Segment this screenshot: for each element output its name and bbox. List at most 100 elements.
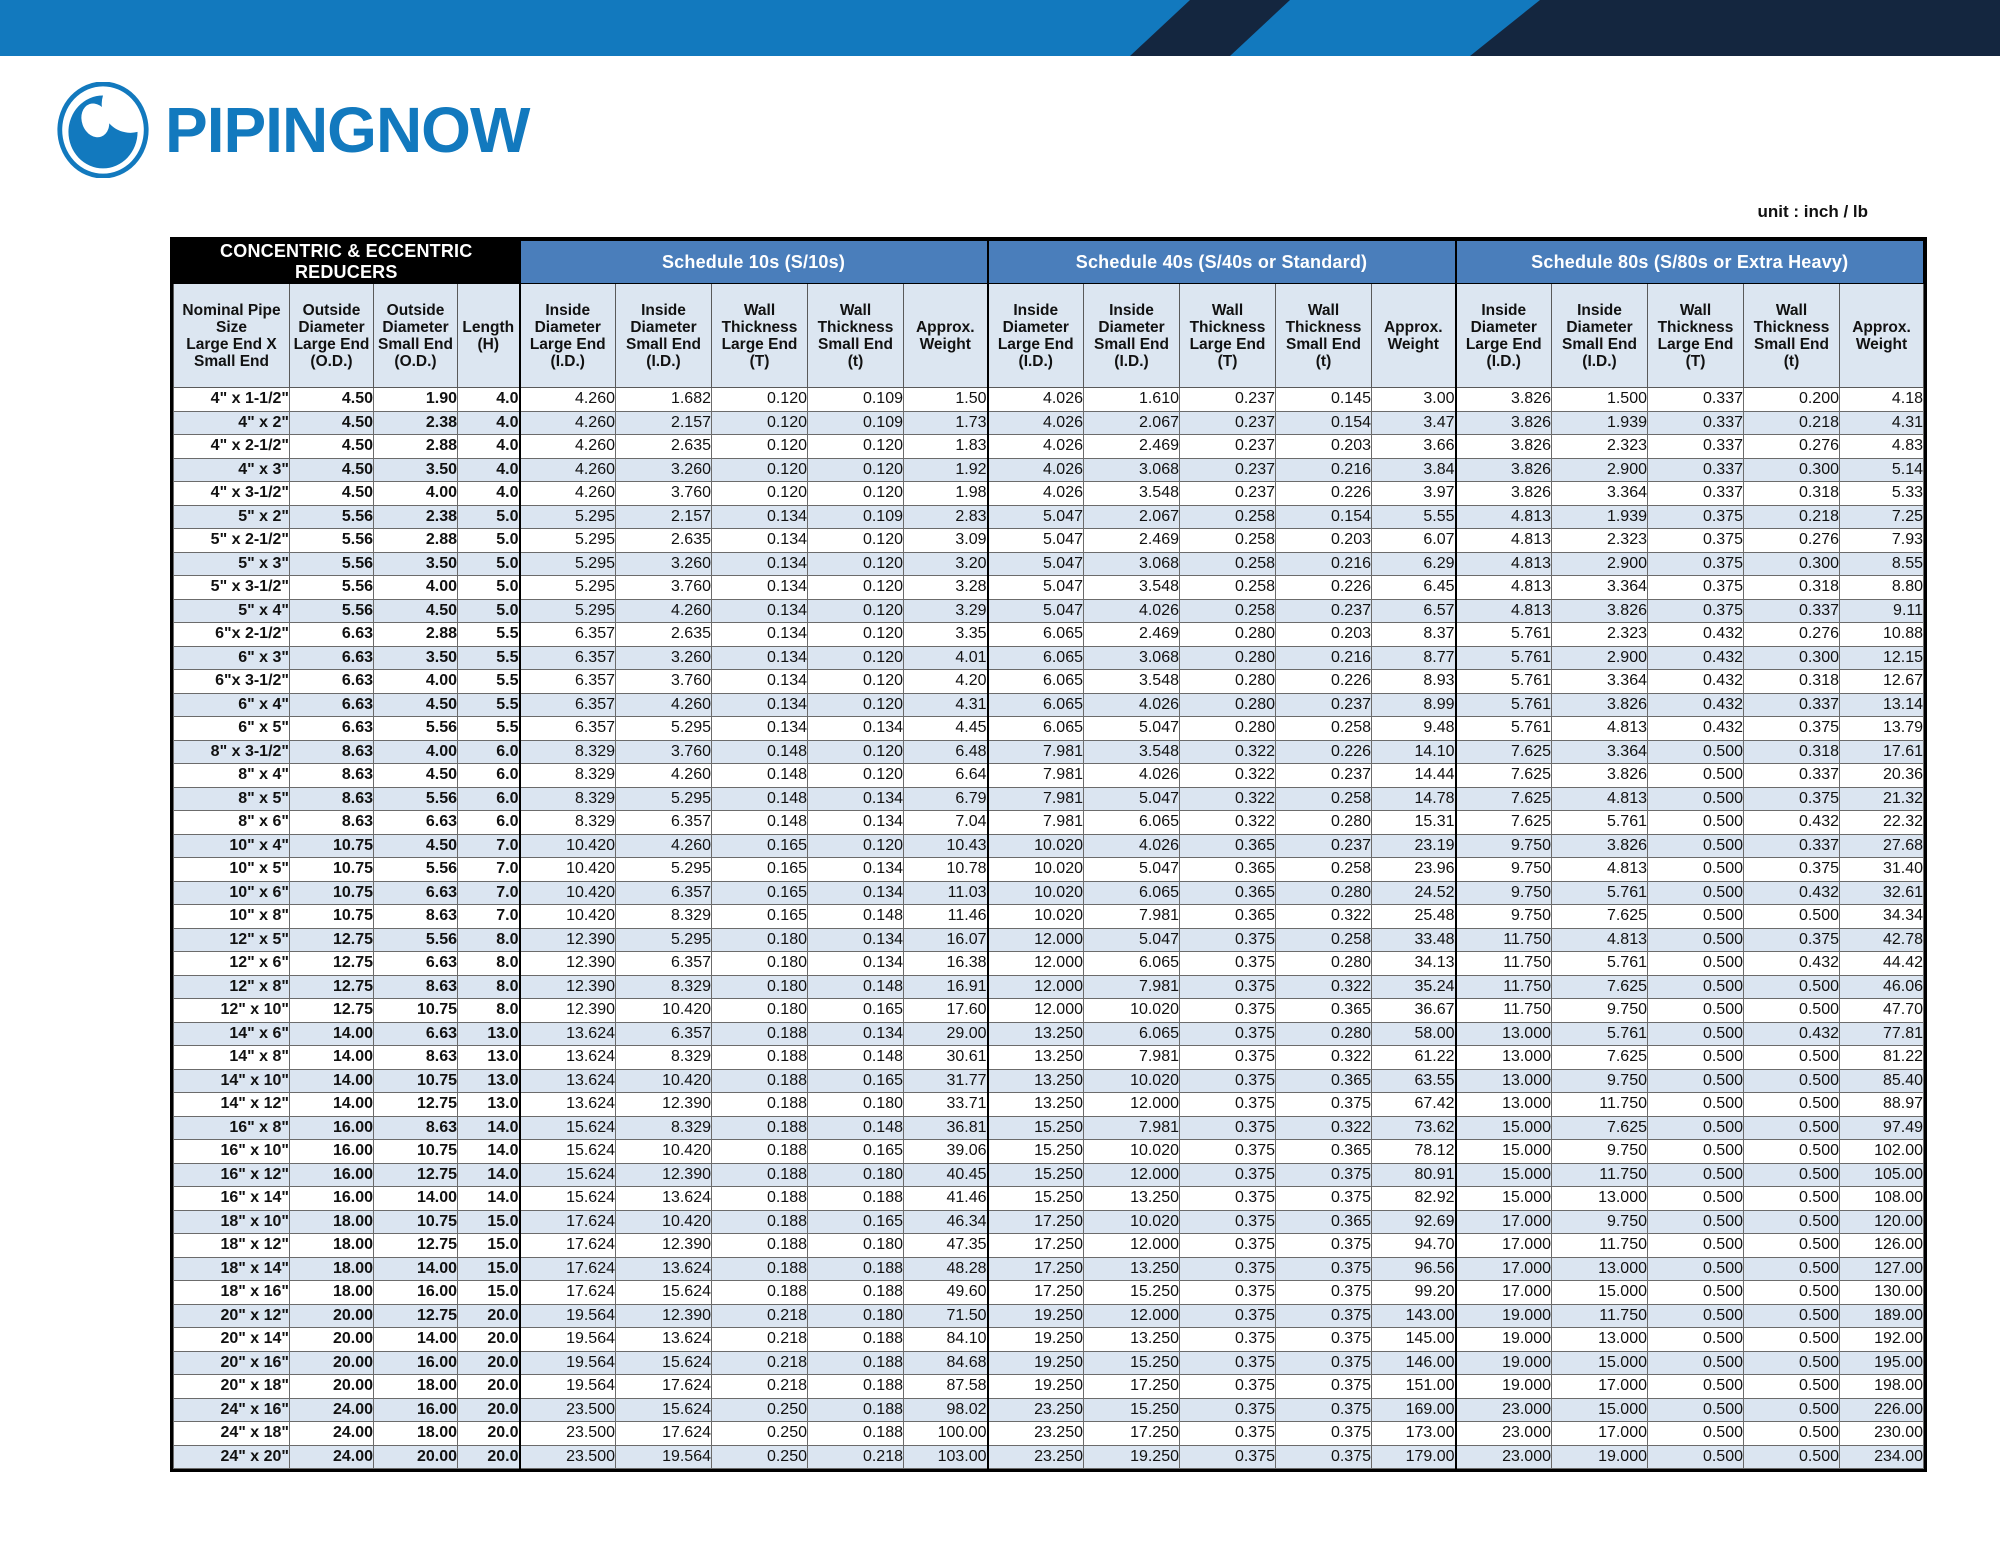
cell-s80-weight: 226.00 [1839, 1397, 1924, 1422]
cell-s80-wall-small: 0.500 [1743, 1350, 1840, 1375]
cell-od-small: 3.50 [373, 457, 458, 482]
cell-s40-wall-small: 0.365 [1275, 1139, 1372, 1164]
cell-s80-id-small: 13.000 [1551, 1186, 1648, 1211]
cell-s80-id-small: 1.939 [1551, 504, 1648, 529]
cell-s80-id-small: 9.750 [1551, 1139, 1648, 1164]
cell-s10-id-large: 4.260 [518, 387, 616, 412]
cell-nominal-size: 12" x 6" [173, 951, 290, 976]
cell-length: 8.0 [457, 927, 520, 952]
cell-s40-id-small: 6.065 [1083, 951, 1180, 976]
cell-s80-id-large: 19.000 [1454, 1374, 1552, 1399]
cell-s40-id-large: 19.250 [986, 1350, 1084, 1375]
cell-od-large: 6.63 [289, 716, 374, 741]
cell-s10-wall-small: 0.165 [807, 1068, 904, 1093]
table-row: 24" x 18" 24.00 18.00 20.0 23.500 17.624 0.250… [173, 1421, 1924, 1446]
cell-s40-id-small: 3.548 [1083, 575, 1180, 600]
cell-s40-weight: 5.55 [1371, 504, 1456, 529]
cell-s80-id-large: 3.826 [1454, 481, 1552, 506]
cell-s80-id-large: 23.000 [1454, 1444, 1552, 1469]
cell-nominal-size: 8" x 4" [173, 763, 290, 788]
cell-s80-wall-large: 0.432 [1647, 669, 1744, 694]
cell-s40-id-large: 5.047 [986, 528, 1084, 553]
cell-od-small: 1.90 [373, 387, 458, 412]
cell-s80-id-small: 4.813 [1551, 716, 1648, 741]
cell-s10-id-large: 12.390 [518, 927, 616, 952]
cell-s40-id-large: 10.020 [986, 833, 1084, 858]
table-row: 10" x 5" 10.75 5.56 7.0 10.420 5.295 0.165 0.13… [173, 857, 1924, 882]
table-row: 6"x 2-1/2" 6.63 2.88 5.5 6.357 2.635 0.134 0.12… [173, 622, 1924, 647]
cell-s10-wall-small: 0.188 [807, 1186, 904, 1211]
cell-od-large: 18.00 [289, 1280, 374, 1305]
cell-s80-wall-large: 0.337 [1647, 481, 1744, 506]
cell-od-small: 10.75 [373, 1068, 458, 1093]
cell-s80-id-large: 4.813 [1454, 551, 1552, 576]
cell-s80-weight: 7.93 [1839, 528, 1924, 553]
cell-s40-id-small: 4.026 [1083, 763, 1180, 788]
table-row: 20" x 12" 20.00 12.75 20.0 19.564 12.390 0.218… [173, 1303, 1924, 1328]
cell-length: 20.0 [457, 1327, 520, 1352]
cell-s40-id-large: 23.250 [986, 1444, 1084, 1469]
cell-length: 7.0 [457, 833, 520, 858]
cell-s40-wall-small: 0.375 [1275, 1092, 1372, 1117]
cell-s10-weight: 11.46 [903, 904, 988, 929]
cell-length: 6.0 [457, 763, 520, 788]
cell-nominal-size: 16" x 8" [173, 1115, 290, 1140]
table-row: 20" x 18" 20.00 18.00 20.0 19.564 17.624 0.218… [173, 1374, 1924, 1399]
cell-s80-id-small: 5.761 [1551, 1021, 1648, 1046]
cell-s80-id-small: 9.750 [1551, 998, 1648, 1023]
cell-s80-weight: 105.00 [1839, 1162, 1924, 1187]
cell-s80-id-large: 5.761 [1454, 716, 1552, 741]
cell-s80-weight: 46.06 [1839, 974, 1924, 999]
cell-s40-weight: 63.55 [1371, 1068, 1456, 1093]
cell-s40-id-large: 7.981 [986, 810, 1084, 835]
cell-s40-wall-large: 0.375 [1179, 1045, 1276, 1070]
cell-s10-id-small: 5.295 [615, 786, 712, 811]
cell-s80-id-small: 19.000 [1551, 1444, 1648, 1469]
cell-s40-wall-large: 0.258 [1179, 598, 1276, 623]
cell-od-large: 5.56 [289, 598, 374, 623]
cell-s10-weight: 16.38 [903, 951, 988, 976]
cell-s80-id-small: 15.000 [1551, 1350, 1648, 1375]
cell-s10-wall-small: 0.134 [807, 1021, 904, 1046]
table-row: 14" x 6" 14.00 6.63 13.0 13.624 6.357 0.188 0.1… [173, 1021, 1924, 1046]
cell-s40-id-small: 17.250 [1083, 1374, 1180, 1399]
cell-od-small: 16.00 [373, 1280, 458, 1305]
cell-nominal-size: 14" x 10" [173, 1068, 290, 1093]
cell-s80-id-small: 5.761 [1551, 880, 1648, 905]
cell-s80-id-small: 4.813 [1551, 786, 1648, 811]
cell-s40-id-large: 15.250 [986, 1162, 1084, 1187]
cell-od-small: 10.75 [373, 998, 458, 1023]
cell-s80-id-large: 3.826 [1454, 387, 1552, 412]
cell-s40-wall-large: 0.237 [1179, 457, 1276, 482]
cell-s40-weight: 179.00 [1371, 1444, 1456, 1469]
cell-length: 15.0 [457, 1280, 520, 1305]
cell-s40-wall-small: 0.322 [1275, 1115, 1372, 1140]
cell-s10-wall-small: 0.188 [807, 1374, 904, 1399]
cell-length: 6.0 [457, 786, 520, 811]
cell-s10-id-small: 8.329 [615, 904, 712, 929]
cell-length: 5.0 [457, 504, 520, 529]
cell-s40-wall-large: 0.375 [1179, 1139, 1276, 1164]
cell-s80-id-small: 3.826 [1551, 763, 1648, 788]
cell-s40-wall-small: 0.258 [1275, 786, 1372, 811]
cell-s80-weight: 120.00 [1839, 1209, 1924, 1234]
table-row: 14" x 8" 14.00 8.63 13.0 13.624 8.329 0.188 0.1… [173, 1045, 1924, 1070]
cell-s40-id-small: 3.548 [1083, 481, 1180, 506]
cell-od-small: 10.75 [373, 1209, 458, 1234]
cell-s10-wall-small: 0.120 [807, 434, 904, 459]
cell-s40-weight: 3.66 [1371, 434, 1456, 459]
cell-s40-id-large: 15.250 [986, 1115, 1084, 1140]
cell-s40-weight: 3.00 [1371, 387, 1456, 412]
cell-s40-id-large: 17.250 [986, 1233, 1084, 1258]
cell-s80-wall-large: 0.375 [1647, 551, 1744, 576]
cell-od-small: 14.00 [373, 1256, 458, 1281]
cell-s10-wall-large: 0.134 [711, 645, 808, 670]
cell-s40-wall-small: 0.226 [1275, 739, 1372, 764]
cell-s80-weight: 189.00 [1839, 1303, 1924, 1328]
cell-s40-weight: 78.12 [1371, 1139, 1456, 1164]
table-row: 24" x 16" 24.00 16.00 20.0 23.500 15.624 0.250… [173, 1397, 1924, 1422]
group-header-schedule-80s: Schedule 80s (S/80s or Extra Heavy) [1454, 240, 1924, 284]
cell-nominal-size: 4" x 3-1/2" [173, 481, 290, 506]
cell-s10-wall-large: 0.250 [711, 1444, 808, 1469]
cell-s10-weight: 84.68 [903, 1350, 988, 1375]
